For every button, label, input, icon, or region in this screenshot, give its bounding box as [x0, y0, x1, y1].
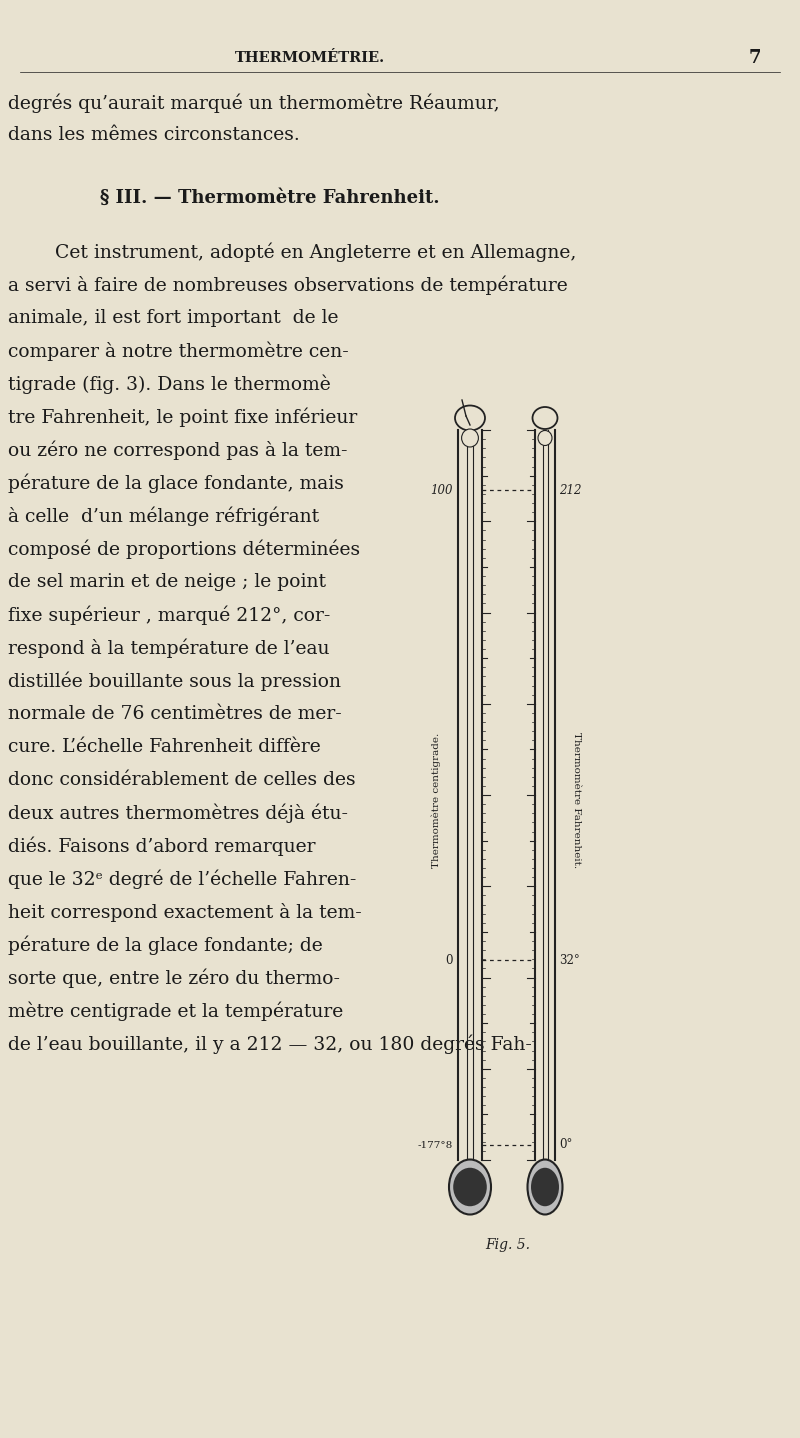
- Text: ou zéro ne correspond pas à la tem-: ou zéro ne correspond pas à la tem-: [8, 440, 347, 460]
- Ellipse shape: [462, 429, 478, 447]
- Text: 212: 212: [559, 483, 582, 496]
- Text: à celle  d’un mélange réfrigérant: à celle d’un mélange réfrigérant: [8, 506, 319, 526]
- Text: Fig. 5.: Fig. 5.: [485, 1238, 530, 1252]
- Text: respond à la température de l’eau: respond à la température de l’eau: [8, 638, 330, 657]
- Text: mètre centigrade et la température: mètre centigrade et la température: [8, 1001, 343, 1021]
- Text: 0°: 0°: [559, 1139, 572, 1152]
- Text: dans les mêmes circonstances.: dans les mêmes circonstances.: [8, 127, 300, 144]
- Text: deux autres thermomètres déjà étu-: deux autres thermomètres déjà étu-: [8, 804, 348, 823]
- Ellipse shape: [455, 406, 485, 430]
- Text: diés. Faisons d’abord remarquer: diés. Faisons d’abord remarquer: [8, 837, 315, 856]
- Text: 0: 0: [446, 953, 453, 966]
- Text: 7: 7: [749, 49, 762, 68]
- Text: normale de 76 centimètres de mer-: normale de 76 centimètres de mer-: [8, 705, 342, 723]
- Text: donc considérablement de celles des: donc considérablement de celles des: [8, 771, 356, 789]
- Text: § III. — Thermomètre Fahrenheit.: § III. — Thermomètre Fahrenheit.: [100, 188, 440, 207]
- Text: Thermomètre Fahrenheit.: Thermomètre Fahrenheit.: [573, 732, 582, 869]
- Text: composé de proportions déterminées: composé de proportions déterminées: [8, 539, 360, 559]
- Text: heit correspond exactement à la tem-: heit correspond exactement à la tem-: [8, 903, 362, 922]
- Text: 100: 100: [430, 483, 453, 496]
- Text: THERMOMÉTRIE.: THERMOMÉTRIE.: [235, 50, 385, 65]
- Text: animale, il est fort important  de le: animale, il est fort important de le: [8, 309, 338, 326]
- Text: de sel marin et de neige ; le point: de sel marin et de neige ; le point: [8, 572, 326, 591]
- Text: Cet instrument, adopté en Angleterre et en Allemagne,: Cet instrument, adopté en Angleterre et …: [55, 242, 576, 262]
- Ellipse shape: [538, 430, 552, 446]
- Text: a servi à faire de nombreuses observations de température: a servi à faire de nombreuses observatio…: [8, 275, 568, 295]
- Text: sorte que, entre le zéro du thermo-: sorte que, entre le zéro du thermo-: [8, 968, 340, 988]
- Ellipse shape: [527, 1159, 562, 1215]
- Text: degrés qu’aurait marqué un thermomètre Réaumur,: degrés qu’aurait marqué un thermomètre R…: [8, 93, 500, 112]
- Text: 32°: 32°: [559, 953, 580, 966]
- Ellipse shape: [453, 1168, 486, 1206]
- Text: tigrade (fig. 3). Dans le thermomè: tigrade (fig. 3). Dans le thermomè: [8, 374, 330, 394]
- Ellipse shape: [531, 1168, 559, 1206]
- Text: fixe supérieur , marqué 212°, cor-: fixe supérieur , marqué 212°, cor-: [8, 605, 330, 624]
- Text: tre Fahrenheit, le point fixe inférieur: tre Fahrenheit, le point fixe inférieur: [8, 407, 358, 427]
- Text: distillée bouillante sous la pression: distillée bouillante sous la pression: [8, 672, 341, 690]
- Ellipse shape: [449, 1159, 491, 1215]
- Text: pérature de la glace fondante, mais: pérature de la glace fondante, mais: [8, 473, 344, 493]
- Ellipse shape: [533, 407, 558, 429]
- Text: pérature de la glace fondante; de: pérature de la glace fondante; de: [8, 935, 322, 955]
- Text: de l’eau bouillante, il y a 212 — 32, ou 180 degrés Fah-: de l’eau bouillante, il y a 212 — 32, ou…: [8, 1034, 532, 1054]
- Text: Thermomètre centigrade.: Thermomètre centigrade.: [431, 732, 441, 867]
- Text: cure. L’échelle Fahrenheit diffère: cure. L’échelle Fahrenheit diffère: [8, 738, 321, 756]
- Text: -177°8: -177°8: [418, 1140, 453, 1149]
- Text: comparer à notre thermomètre cen-: comparer à notre thermomètre cen-: [8, 341, 349, 361]
- Text: que le 32ᵉ degré de l’échelle Fahren-: que le 32ᵉ degré de l’échelle Fahren-: [8, 869, 356, 889]
